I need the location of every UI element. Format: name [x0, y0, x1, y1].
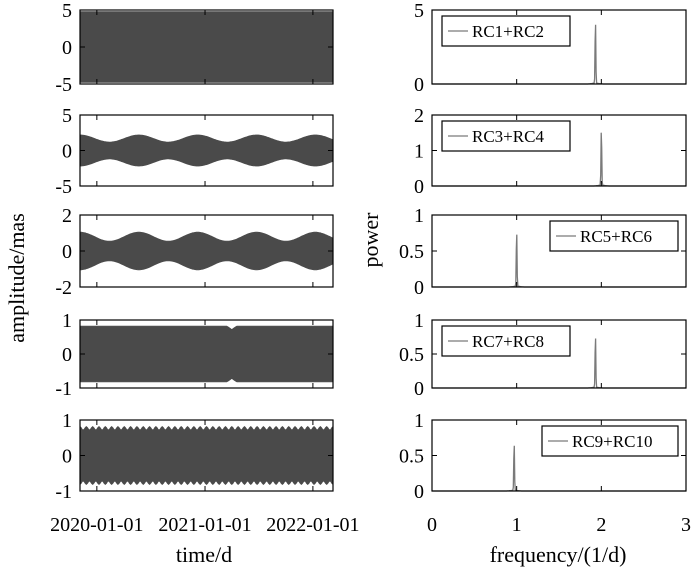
spectrum-panel-1: 5 0 RC1+RC2 — [414, 0, 687, 96]
y-tick-label: 0 — [62, 37, 72, 59]
legend-2: RC3+RC4 — [441, 120, 571, 152]
time-series-column: 5 0 -5 5 0 -5 2 0 -2 1 0 -1 1 0 -1 2020-01-01 2021-01-01… — [50, 0, 359, 536]
y-tick-label: 1 — [62, 410, 72, 432]
signal-envelope-2 — [79, 134, 334, 167]
legend-label: RC5+RC6 — [580, 227, 652, 246]
spectrum-panel-4: 1 0.5 0 RC7+RC8 — [399, 310, 687, 400]
x-tick-label-time: 2022-01-01 — [266, 514, 359, 536]
y-tick-label: 0 — [414, 176, 424, 198]
time-panel-1: 5 0 -5 — [55, 0, 334, 96]
y-tick-label: 0 — [414, 378, 424, 400]
x-tick-label-frequency: 3 — [681, 514, 691, 536]
y-tick-label: 5 — [414, 0, 424, 22]
x-tick-label-time: 2021-01-01 — [158, 514, 251, 536]
signal-envelope-1 — [79, 11, 334, 83]
x-axis-label-frequency: frequency/(1/d) — [490, 542, 627, 567]
x-tick-label-frequency: 2 — [596, 514, 606, 536]
y-tick-label: 0.5 — [399, 446, 424, 468]
spectrum-column: 5 0 RC1+RC2 2 1 0 RC3+RC4 1 0.5 0 RC5+RC6 1 0.5 0 RC7+… — [399, 0, 691, 536]
y-tick-label: 1 — [414, 141, 424, 163]
time-panel-3: 2 0 -2 — [55, 205, 334, 299]
legend-3: RC5+RC6 — [549, 220, 679, 252]
legend-label: RC7+RC8 — [472, 332, 544, 351]
x-tick-label-frequency: 0 — [427, 514, 437, 536]
x-axis-label-time: time/d — [176, 542, 232, 567]
y-tick-label: 0 — [62, 141, 72, 163]
y-tick-label: 2 — [62, 205, 72, 227]
legend-label: RC3+RC4 — [472, 127, 544, 146]
y-tick-label: -1 — [55, 481, 72, 503]
legend-1: RC1+RC2 — [441, 15, 571, 47]
x-tick-label-frequency: 1 — [512, 514, 522, 536]
time-panel-2: 5 0 -5 — [55, 105, 334, 198]
spectrum-panel-2: 2 1 0 RC3+RC4 — [414, 105, 687, 198]
y-tick-label: 0 — [414, 277, 424, 299]
y-tick-label: 1 — [414, 410, 424, 432]
legend-box — [441, 15, 571, 47]
legend-4: RC7+RC8 — [441, 325, 571, 357]
y-tick-label: -1 — [55, 378, 72, 400]
time-panel-4: 1 0 -1 — [55, 310, 334, 400]
y-tick-label: -2 — [55, 277, 72, 299]
y-tick-label: 0 — [414, 481, 424, 503]
y-axis-label-amplitude: amplitude/mas — [4, 213, 29, 343]
spectrum-panel-5: 1 0.5 00 1 2 3 RC9+RC10 — [399, 410, 691, 536]
signal-envelope-5 — [79, 425, 334, 486]
spectrum-panel-3: 1 0.5 0 RC5+RC6 — [399, 205, 687, 299]
y-tick-label: 0.5 — [399, 241, 424, 263]
y-tick-label: 1 — [414, 310, 424, 332]
time-panel-5: 1 0 -1 2020-01-01 2021-01-01 2022-01-01 — [50, 410, 359, 536]
y-tick-label: -5 — [55, 74, 72, 96]
y-tick-label: 1 — [414, 205, 424, 227]
y-tick-label: -5 — [55, 176, 72, 198]
x-tick-label-time: 2020-01-01 — [50, 514, 143, 536]
y-tick-label: 0 — [414, 74, 424, 96]
legend-label: RC9+RC10 — [572, 432, 652, 451]
y-tick-label: 5 — [62, 105, 72, 127]
legend-5: RC9+RC10 — [541, 425, 679, 457]
y-axis-label-power: power — [358, 212, 383, 268]
spectrum-panel-frame — [431, 9, 687, 85]
y-tick-label: 0.5 — [399, 344, 424, 366]
y-tick-label: 0 — [62, 344, 72, 366]
signal-envelope-4 — [79, 325, 334, 383]
y-tick-label: 0 — [62, 241, 72, 263]
signal-envelope-3 — [79, 231, 334, 271]
y-tick-label: 5 — [62, 0, 72, 22]
legend-label: RC1+RC2 — [472, 22, 544, 41]
y-tick-label: 2 — [414, 105, 424, 127]
y-tick-label: 0 — [62, 446, 72, 468]
y-tick-label: 1 — [62, 310, 72, 332]
